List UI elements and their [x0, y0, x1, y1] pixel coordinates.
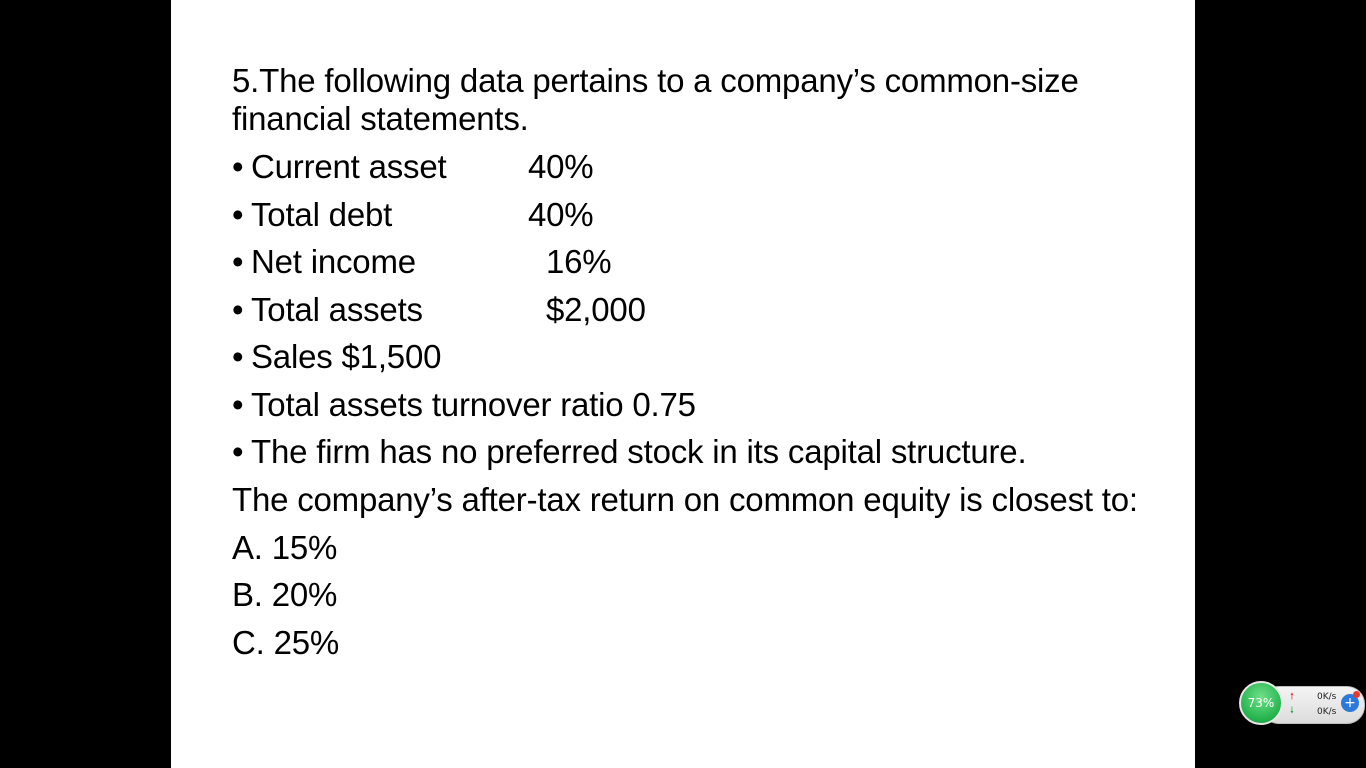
list-item-net-income: • Net income 16%: [232, 243, 1172, 281]
memory-percent-badge[interactable]: 73%: [1239, 681, 1283, 725]
list-item-total-assets: • Total assets $2,000: [232, 291, 1172, 329]
list-item-preferred-stock: • The firm has no preferred stock in its …: [232, 433, 1172, 471]
item-label: Total assets turnover ratio 0.75: [251, 385, 696, 423]
item-label: Sales $1,500: [251, 338, 442, 375]
question-prompt: The company’s after-tax return on common…: [232, 480, 1138, 518]
item-label: Net income: [251, 243, 416, 280]
item-value: 16%: [546, 243, 612, 280]
bullet-icon: •: [232, 290, 244, 328]
item-value: $2,000: [546, 290, 646, 328]
slide-content: 5.The following data pertains to a compa…: [232, 62, 1172, 671]
answer-option-b: B. 20%: [232, 576, 338, 613]
list-item-sales: • Sales $1,500: [232, 338, 1172, 376]
item-label: The firm has no preferred stock in its c…: [251, 433, 1027, 470]
bullet-icon: •: [232, 338, 244, 375]
bullet-icon: •: [232, 243, 244, 280]
bullet-icon: •: [232, 385, 244, 423]
network-speed-widget[interactable]: 🠕 🠗 0K/s 0K/s + 73%: [1239, 681, 1365, 727]
bullet-icon: •: [232, 195, 244, 233]
list-item-total-debt: • Total debt 40%: [232, 196, 1172, 234]
answer-option-a: A. 15%: [232, 528, 338, 566]
list-item-turnover-ratio: • Total assets turnover ratio 0.75: [232, 386, 1172, 424]
download-speed: 0K/s: [1317, 707, 1337, 717]
arrow-up-icon: 🠕: [1290, 692, 1294, 702]
upload-speed: 0K/s: [1317, 692, 1337, 702]
list-item-current-asset: • Current asset 40%: [232, 148, 1172, 186]
item-label: Total debt: [251, 195, 393, 233]
bullet-icon: •: [232, 148, 244, 185]
question-stem: 5.The following data pertains to a compa…: [232, 62, 1079, 137]
item-label: Current asset: [251, 148, 447, 185]
slide: 5.The following data pertains to a compa…: [171, 0, 1195, 768]
item-value: 40%: [528, 195, 594, 233]
answer-option-c: C. 25%: [232, 623, 340, 661]
bullet-icon: •: [232, 433, 244, 470]
plus-icon[interactable]: +: [1341, 694, 1359, 712]
notification-dot: [1353, 691, 1360, 698]
arrow-down-icon: 🠗: [1290, 706, 1294, 716]
item-label: Total assets: [251, 290, 423, 328]
item-value: 40%: [528, 148, 594, 185]
